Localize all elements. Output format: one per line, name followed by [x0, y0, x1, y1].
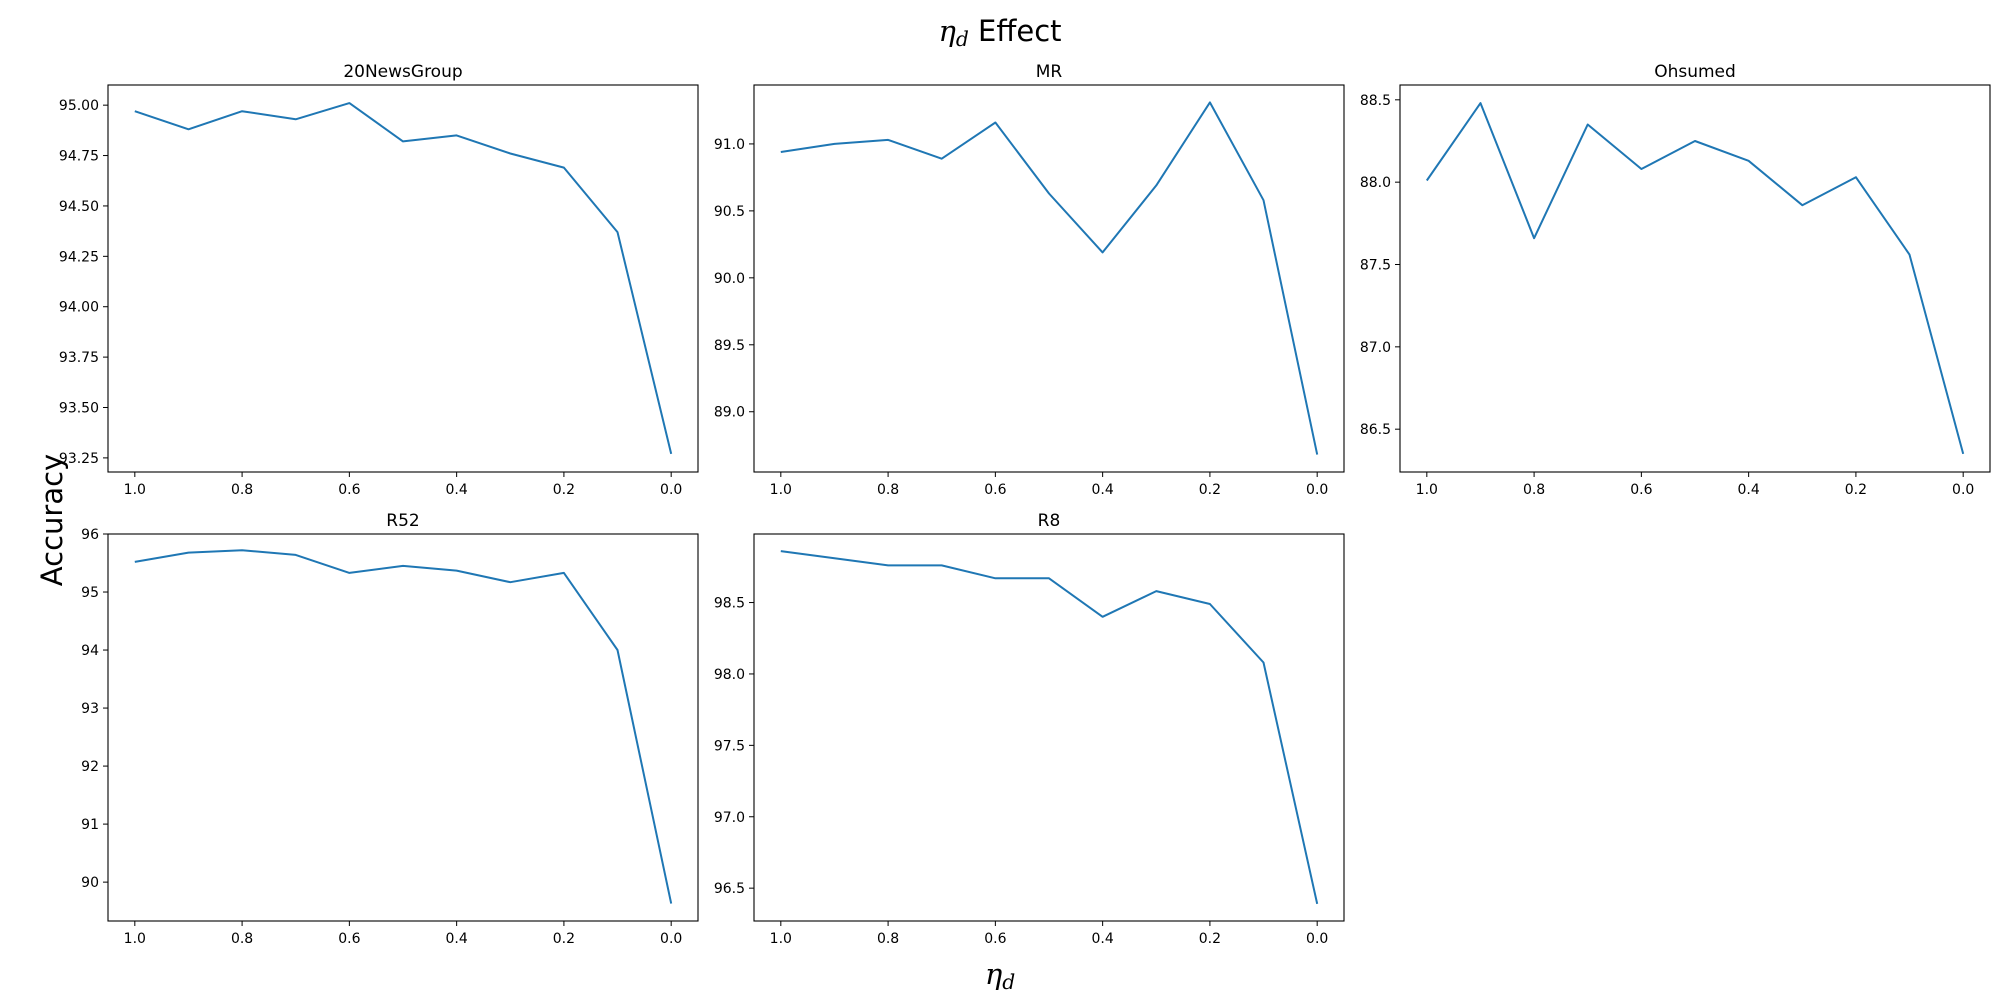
- x-tick-label: 0.6: [338, 482, 360, 498]
- xlabel-subscript: d: [1002, 970, 1016, 995]
- y-tick-label: 98.5: [714, 596, 745, 612]
- x-tick-label: 0.8: [231, 482, 253, 498]
- axes-frame: [107, 533, 699, 922]
- suptitle-subscript: d: [955, 27, 969, 52]
- y-tick-label: 90: [81, 875, 99, 891]
- x-tick-label: 0.0: [660, 482, 682, 498]
- y-tick-label: 94.50: [59, 199, 99, 215]
- axes-frame: [1399, 84, 1991, 473]
- y-tick-label: 89.0: [714, 405, 745, 421]
- x-tick-label: 0.8: [877, 482, 899, 498]
- x-tick-label: 0.4: [1092, 931, 1114, 947]
- series-line: [780, 550, 1319, 905]
- series-line: [134, 549, 673, 904]
- figure-suptitle: ηd Effect: [0, 14, 2000, 51]
- y-tick-label: 96.5: [714, 881, 745, 897]
- x-tick-label: 0.8: [877, 931, 899, 947]
- y-tick-label: 87.0: [1360, 340, 1391, 356]
- x-tick-label: 1.0: [124, 931, 146, 947]
- x-tick-label: 0.4: [1092, 482, 1114, 498]
- y-tick-label: 88.0: [1360, 175, 1391, 191]
- y-tick-label: 94.00: [59, 300, 99, 316]
- x-tick-label: 1.0: [770, 482, 792, 498]
- x-tick-label: 1.0: [1416, 482, 1438, 498]
- y-tick-label: 95: [81, 585, 99, 601]
- series-line: [1425, 102, 1965, 455]
- x-tick-label: 0.4: [446, 482, 468, 498]
- y-tick-label: 97.0: [714, 810, 745, 826]
- figure-ylabel: Accuracy: [35, 453, 69, 587]
- x-tick-label: 0.8: [231, 931, 253, 947]
- x-tick-label: 1.0: [770, 931, 792, 947]
- y-tick-label: 89.5: [714, 338, 745, 354]
- subplot-title: R52: [386, 511, 419, 531]
- x-tick-label: 0.2: [1199, 931, 1221, 947]
- x-tick-label: 0.0: [660, 931, 682, 947]
- y-tick-label: 94.75: [59, 149, 99, 165]
- x-tick-label: 0.4: [446, 931, 468, 947]
- x-tick-label: 0.2: [1199, 482, 1221, 498]
- suptitle-symbol: η: [938, 14, 956, 48]
- x-tick-label: 0.8: [1523, 482, 1545, 498]
- y-tick-label: 91.0: [714, 137, 745, 153]
- x-tick-label: 0.6: [984, 482, 1006, 498]
- x-tick-label: 0.4: [1738, 482, 1760, 498]
- y-tick-label: 97.5: [714, 738, 745, 754]
- axes-frame: [753, 84, 1345, 473]
- y-tick-label: 93: [81, 701, 99, 717]
- xlabel-symbol: η: [984, 957, 1003, 991]
- x-tick-label: 0.6: [1630, 482, 1652, 498]
- subplot-title: MR: [1036, 62, 1063, 82]
- y-tick-label: 90.0: [714, 271, 745, 287]
- x-tick-label: 0.2: [553, 482, 575, 498]
- y-tick-label: 98.0: [714, 667, 745, 683]
- axes-frame: [753, 533, 1345, 922]
- y-tick-label: 87.5: [1360, 258, 1391, 274]
- x-tick-label: 0.2: [1845, 482, 1867, 498]
- y-tick-label: 86.5: [1360, 422, 1391, 438]
- series-line: [780, 101, 1319, 455]
- x-tick-label: 0.0: [1306, 931, 1328, 947]
- y-tick-label: 94: [81, 643, 99, 659]
- subplot-title: Ohsumed: [1654, 62, 1736, 82]
- x-tick-label: 0.2: [553, 931, 575, 947]
- y-tick-label: 93.50: [59, 401, 99, 417]
- y-tick-label: 88.5: [1360, 93, 1391, 109]
- axes-frame: [107, 84, 699, 473]
- y-tick-label: 96: [81, 527, 99, 543]
- x-tick-label: 0.6: [338, 931, 360, 947]
- y-tick-label: 90.5: [714, 204, 745, 220]
- x-tick-label: 0.0: [1952, 482, 1974, 498]
- series-line: [134, 102, 673, 455]
- x-tick-label: 1.0: [124, 482, 146, 498]
- suptitle-text: Effect: [978, 14, 1062, 48]
- y-tick-label: 93.25: [59, 451, 99, 467]
- figure-xlabel: ηd: [0, 957, 2000, 994]
- y-tick-label: 92: [81, 759, 99, 775]
- y-tick-label: 94.25: [59, 249, 99, 265]
- x-tick-label: 0.6: [984, 931, 1006, 947]
- subplot-title: 20NewsGroup: [343, 62, 462, 82]
- subplot-title: R8: [1038, 511, 1061, 531]
- y-tick-label: 91: [81, 817, 99, 833]
- x-tick-label: 0.0: [1306, 482, 1328, 498]
- y-tick-label: 93.75: [59, 350, 99, 366]
- y-tick-label: 95.00: [59, 98, 99, 114]
